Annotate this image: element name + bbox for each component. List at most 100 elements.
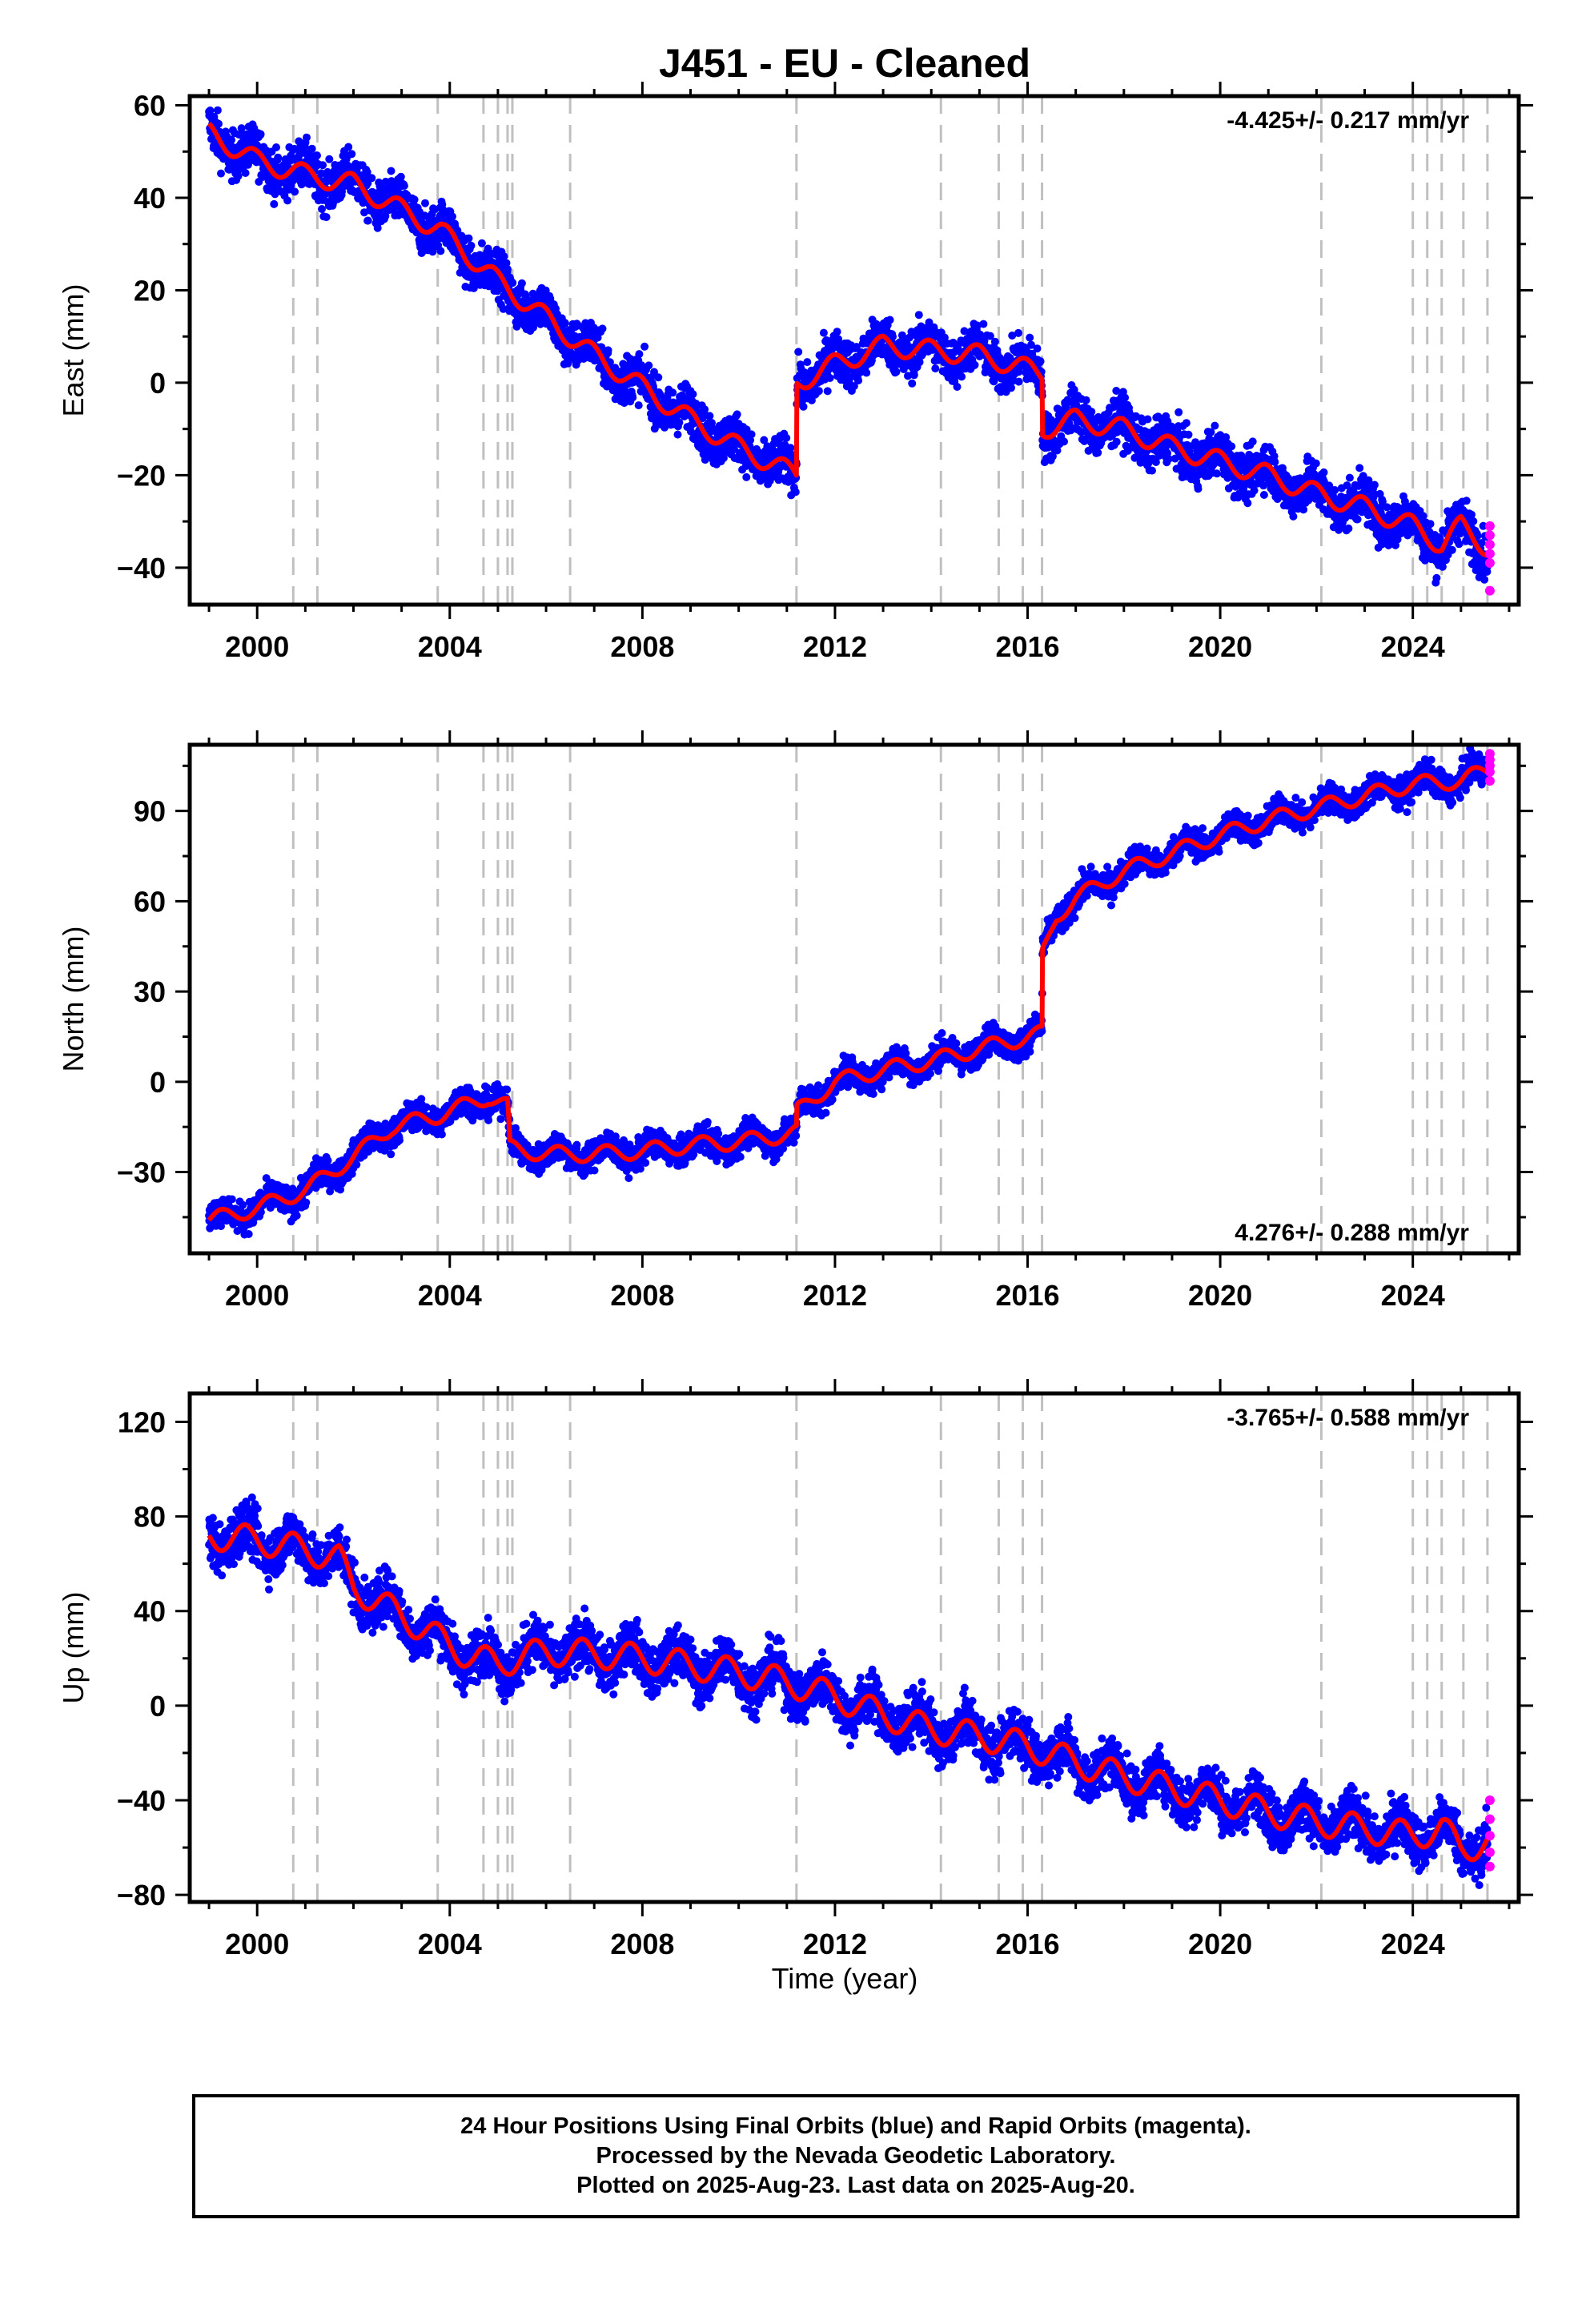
data-point bbox=[206, 107, 215, 115]
data-point bbox=[396, 172, 405, 181]
data-point bbox=[234, 171, 243, 180]
data-point bbox=[439, 205, 447, 214]
x-tick-label: 2000 bbox=[225, 630, 289, 663]
data-point bbox=[593, 333, 602, 342]
data-point bbox=[325, 155, 334, 163]
data-point bbox=[1213, 469, 1221, 478]
data-point bbox=[1319, 468, 1328, 476]
data-point bbox=[323, 1156, 332, 1165]
data-point bbox=[1211, 421, 1219, 430]
data-point bbox=[237, 124, 246, 133]
data-point bbox=[1289, 512, 1298, 521]
data-point bbox=[654, 373, 663, 382]
y-tick-label: 60 bbox=[134, 90, 166, 123]
data-point bbox=[302, 1198, 311, 1207]
data-point bbox=[373, 223, 382, 232]
data-point bbox=[1087, 408, 1096, 416]
x-tick-label: 2024 bbox=[1381, 630, 1445, 663]
data-point bbox=[1345, 473, 1354, 482]
data-point bbox=[862, 368, 871, 377]
data-point bbox=[1447, 545, 1456, 554]
data-point bbox=[256, 130, 265, 139]
data-point bbox=[833, 328, 841, 336]
panel-north: 2000 2004 2008 2012 2016 2020 20249060300−30No… bbox=[57, 730, 1533, 1312]
data-point bbox=[1082, 396, 1090, 404]
data-point bbox=[1480, 575, 1489, 584]
data-point bbox=[215, 119, 223, 128]
y-tick-label: −40 bbox=[117, 552, 166, 585]
data-point bbox=[635, 350, 644, 359]
data-point bbox=[1014, 328, 1022, 337]
data-point bbox=[799, 402, 808, 411]
data-point bbox=[1331, 486, 1339, 494]
data-point bbox=[825, 374, 834, 382]
data-point bbox=[322, 213, 331, 222]
figure-title: J451 - EU - Cleaned bbox=[659, 41, 1030, 86]
data-point bbox=[307, 144, 316, 153]
x-tick-label: 2008 bbox=[610, 630, 674, 663]
data-point bbox=[990, 337, 999, 346]
data-point bbox=[1462, 497, 1471, 505]
data-point bbox=[381, 211, 390, 220]
data-point bbox=[640, 342, 649, 351]
data-point bbox=[464, 234, 473, 243]
data-point bbox=[814, 387, 823, 396]
rapid-point bbox=[1484, 549, 1495, 559]
x-tick-label: 2020 bbox=[1188, 630, 1252, 663]
data-point bbox=[477, 239, 486, 247]
data-point bbox=[733, 410, 741, 419]
data-point bbox=[227, 1195, 236, 1204]
data-point bbox=[1184, 430, 1193, 439]
data-point bbox=[909, 371, 918, 380]
data-point bbox=[421, 199, 429, 207]
data-point bbox=[791, 488, 800, 497]
data-point bbox=[517, 279, 526, 287]
data-point bbox=[291, 187, 299, 196]
data-point bbox=[363, 216, 372, 225]
rapid-point bbox=[1484, 539, 1495, 549]
data-point bbox=[1014, 377, 1023, 386]
data-point bbox=[782, 433, 791, 442]
data-point bbox=[673, 430, 682, 439]
data-point bbox=[1250, 486, 1259, 495]
data-point bbox=[387, 167, 396, 175]
data-point bbox=[239, 1200, 247, 1209]
rapid-point bbox=[1484, 558, 1495, 569]
data-point bbox=[367, 174, 376, 183]
data-point bbox=[1112, 437, 1121, 446]
data-point bbox=[1344, 524, 1353, 533]
final-orbit-points bbox=[205, 106, 1492, 587]
data-point bbox=[1036, 357, 1045, 366]
time-series-figure: J451 - EU - Cleaned 2000 2004 2008 2012 2016… bbox=[57, 41, 1533, 1995]
data-point bbox=[979, 320, 988, 328]
data-point bbox=[347, 150, 356, 159]
data-point bbox=[467, 241, 476, 250]
x-tick-label: 2004 bbox=[418, 630, 482, 663]
data-point bbox=[914, 311, 923, 320]
data-point bbox=[560, 319, 569, 328]
data-point bbox=[317, 169, 326, 178]
data-point bbox=[227, 135, 235, 144]
y-tick-label: −20 bbox=[117, 459, 166, 492]
data-point bbox=[1426, 520, 1435, 529]
data-point bbox=[931, 364, 940, 373]
x-tick-label: 2016 bbox=[995, 630, 1059, 663]
data-point bbox=[689, 390, 697, 399]
data-point bbox=[283, 196, 292, 205]
data-point bbox=[217, 169, 225, 178]
data-point bbox=[705, 412, 714, 420]
data-point bbox=[1227, 442, 1236, 451]
data-point bbox=[319, 161, 327, 170]
data-point bbox=[274, 153, 283, 162]
data-point bbox=[1148, 466, 1156, 475]
data-point bbox=[1469, 517, 1478, 525]
data-point bbox=[1060, 437, 1068, 446]
data-point bbox=[436, 247, 445, 255]
data-point bbox=[1311, 459, 1320, 468]
data-point bbox=[502, 259, 511, 267]
data-point bbox=[598, 324, 607, 333]
data-point bbox=[669, 388, 677, 397]
data-point bbox=[823, 387, 832, 396]
data-point bbox=[747, 430, 756, 439]
data-point bbox=[508, 279, 517, 287]
